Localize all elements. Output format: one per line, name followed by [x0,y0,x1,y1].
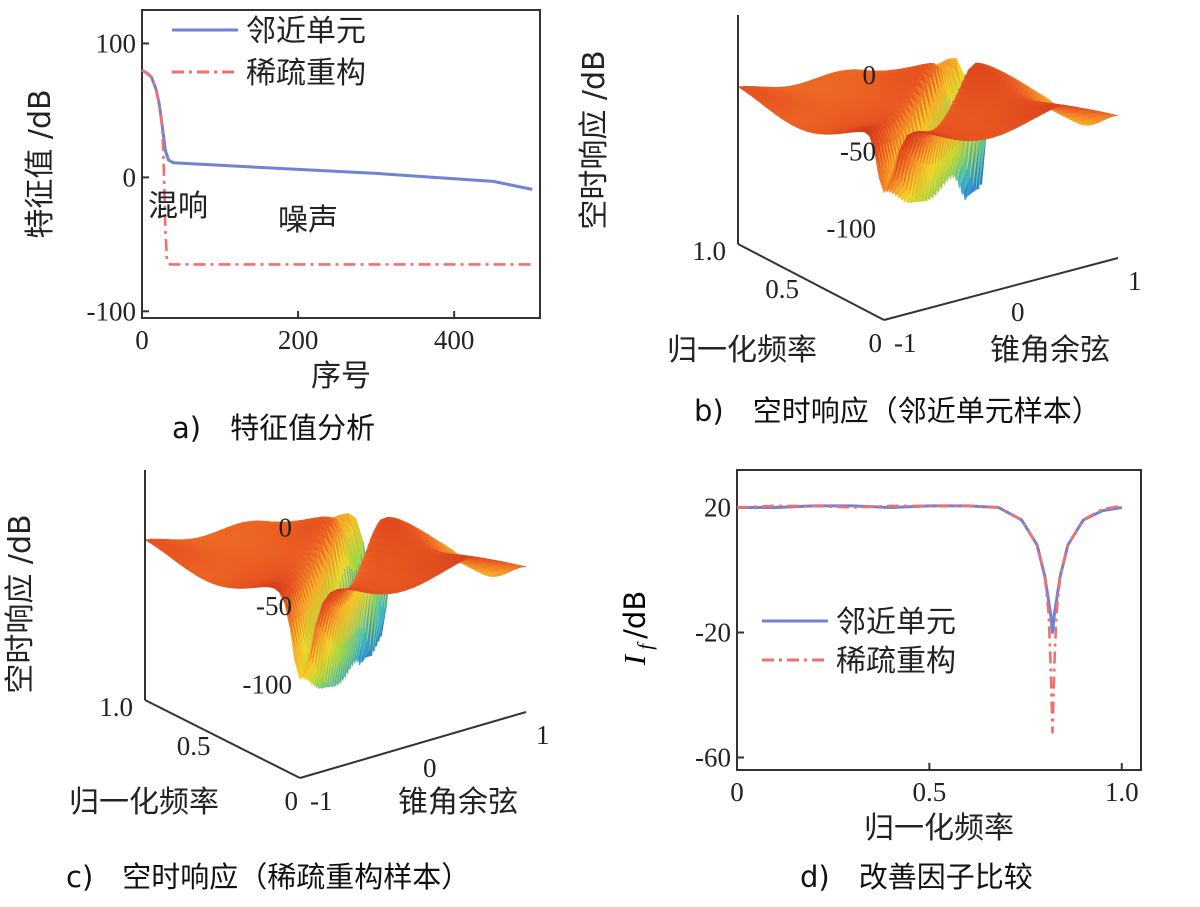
panel-c-ticks: 0 -50 -100 0.5 1.0 0 -1 0 1 [99,512,549,816]
panel-b-xlabel: 锥角余弦 [990,333,1110,368]
annotation-noise: 噪声 [278,203,338,238]
panel-c-surface-mesh [144,512,527,690]
panel-d-ylabel-unit: /dB [618,591,652,639]
ytick-label: 1.0 [692,236,726,266]
xtick-label: 1 [536,720,550,750]
xtick-label: 0 [1011,297,1025,327]
ytick-label: 20 [704,493,731,523]
panel-c-zlabel: 空时响应 /dB [3,514,38,693]
caption-b: b) 空时响应（邻近单元样本） [694,394,1101,428]
svg-text:I f /dB: I f /dB [617,591,657,666]
ztick-label: -50 [840,137,876,167]
ztick-label: -50 [256,591,292,621]
legend-d-label-neighbor: 邻近单元 [836,605,956,640]
panel-d-legend: 邻近单元 稀疏重构 [762,605,956,679]
ytick-label: -60 [695,743,731,773]
ytick-label: 1.0 [99,692,133,722]
xtick-label: 0 [135,325,149,355]
ztick-label: 0 [863,60,877,90]
panel-a-legend: 邻近单元 稀疏重构 [172,14,366,91]
xtick-label: -1 [894,328,917,358]
panel-c-yaxis [144,699,301,779]
series-line-sparse [736,504,1123,734]
panel-b-ticks: 0 -50 -100 0.5 1.0 0 -1 0 1 [692,60,1141,358]
xtick-label: 0 [730,777,744,807]
panel-c-ylabel: 归一化频率 [69,785,219,820]
ztick-label: -100 [243,669,293,699]
ytick-label: -100 [87,296,137,326]
panel-b-zlabel: 空时响应 /dB [577,50,612,229]
caption-c: c) 空时响应（稀疏重构样本） [66,860,470,894]
caption-a: a) 特征值分析 [172,411,375,445]
panel-b-ylabel: 归一化频率 [667,333,817,368]
panel-d-ylabel-main: I [617,653,652,666]
legend-d-label-sparse: 稀疏重构 [836,644,956,679]
ytick-label: 0.5 [177,731,211,761]
annotation-clutter: 混响 [148,189,208,224]
panel-a-frame [141,9,541,319]
panel-c-xaxis [299,711,527,779]
ztick-label: 0 [279,512,293,542]
panel-d-ticks: 0 0.5 1.0 20 -20 -60 [695,493,1139,808]
ztick-label: -100 [827,214,877,244]
surface-patch [1105,113,1119,117]
xtick-label: 0.5 [913,777,947,807]
panel-d-ylabel-sub: f [633,641,657,650]
surface-patch [513,564,527,568]
panel-d-series [736,504,1123,734]
xtick-label: 1 [1128,266,1142,296]
ytick-label: 0 [869,328,883,358]
xtick-label: 400 [434,325,475,355]
ytick-label: 100 [96,28,137,58]
xtick-label: 200 [278,325,319,355]
panel-a-xlabel: 序号 [311,359,371,394]
panel-a-ylabel: 特征值 /dB [23,89,58,238]
panel-d-frame [736,469,1142,771]
panel-b-surface-mesh [737,58,1119,204]
ytick-label: 0.5 [765,274,799,304]
series-line-sparse [141,69,533,266]
panel-b-yaxis [737,243,885,321]
legend-label-sparse: 稀疏重构 [246,56,366,91]
ytick-label: 0 [285,786,299,816]
series-line-neighbor [141,68,533,191]
panel-d-improvement-factor: 0 0.5 1.020-20-60 归一化频率 I f /dB 邻近单元 稀疏重构 … [617,469,1142,894]
panel-a-series [141,68,533,266]
panel-d-xlabel: 归一化频率 [864,811,1014,846]
ytick-label: -20 [695,618,731,648]
panel-b-xaxis [883,257,1119,321]
caption-d: d) 改善因子比较 [800,860,1033,894]
xtick-label: -1 [310,786,333,816]
ytick-label: 0 [123,162,137,192]
xtick-label: 1.0 [1105,777,1139,807]
panel-c-xlabel: 锥角余弦 [398,785,518,820]
legend-label-neighbor: 邻近单元 [246,14,366,49]
xtick-label: 0 [423,753,437,783]
panel-d-ylabel: I f /dB [617,591,657,666]
